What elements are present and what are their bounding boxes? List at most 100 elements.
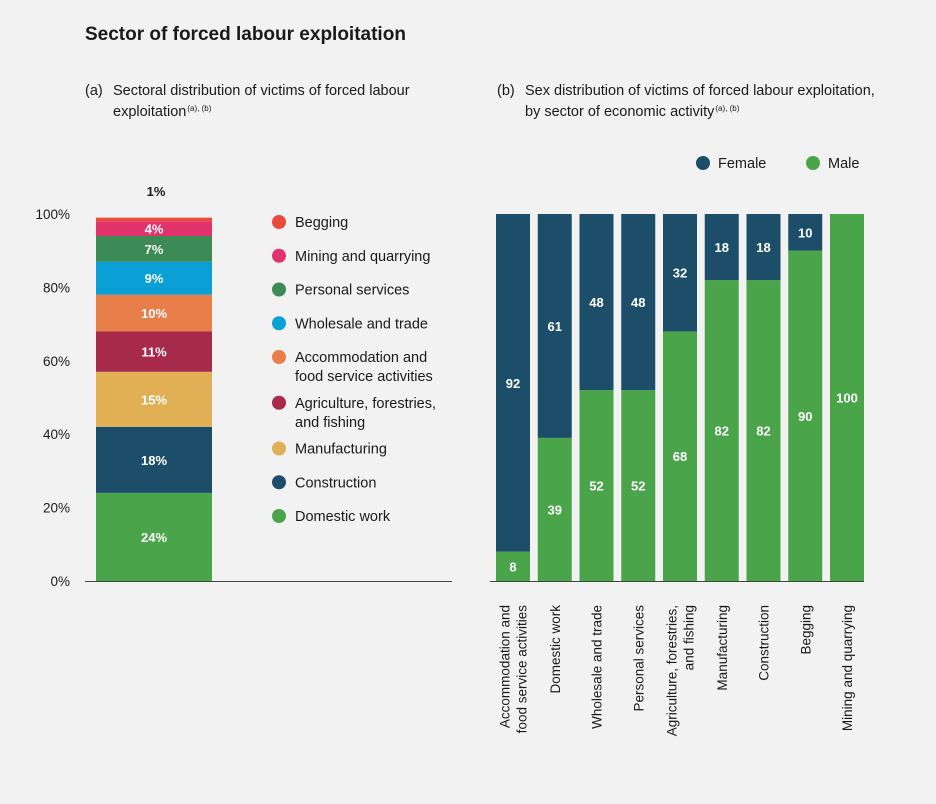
y-tick-label: 100% <box>35 207 70 222</box>
legend-label-female: Female <box>718 156 766 172</box>
y-tick-label: 60% <box>43 354 70 369</box>
bar-female-label: 18 <box>715 240 729 255</box>
legend-marker-female <box>696 156 710 170</box>
legend-marker-mining-and-quarrying <box>272 248 286 263</box>
legend-label: Mining and quarrying <box>295 249 430 265</box>
segment-label-manufacturing: 15% <box>141 392 167 407</box>
legend-label: Accommodation and <box>295 350 427 366</box>
segment-domestic-work <box>96 492 212 581</box>
bar-female-manufacturing <box>704 214 739 281</box>
panel-a-text: Sectoral distribution of victims of forc… <box>113 83 410 120</box>
y-tick-label: 40% <box>43 427 70 442</box>
x-category-label: food service activities <box>515 605 530 734</box>
x-category-label: Construction <box>757 605 772 681</box>
legend-label: Agriculture, forestries, <box>295 396 436 412</box>
bar-female-label: 92 <box>506 376 520 391</box>
x-category-label: Personal services <box>631 605 646 712</box>
segment-construction <box>96 426 212 493</box>
panel-b-label: (b) <box>497 83 515 99</box>
panel-b-subtitle: (b) Sex distribution of victims of force… <box>497 82 877 121</box>
segment-label-wholesale-and-trade: 9% <box>145 271 164 286</box>
y-tick-label: 0% <box>50 574 70 589</box>
bar-male-wholesale-and-trade <box>579 390 614 581</box>
bar-male-label: 39 <box>548 502 562 517</box>
bar-female-begging <box>788 214 823 251</box>
bar-female-accommodation-and-food-service-activities <box>496 214 530 552</box>
panel-a-footnote: (a), (b) <box>187 104 212 113</box>
x-category-label: and fishing <box>682 605 697 670</box>
bar-female-wholesale-and-trade <box>579 214 614 391</box>
panel-a-chart: 0% 20% 40% 60% 80% 100% 24% 18% 15% 11% 10% 9% 7% 4% 1… <box>35 184 452 589</box>
legend-label: Construction <box>295 475 376 491</box>
x-category-label: Domestic work <box>548 605 563 694</box>
segment-label-mining-and-quarrying: 4% <box>145 222 164 237</box>
x-category-label: Accommodation and <box>498 605 513 728</box>
x-category-label: Manufacturing <box>715 605 730 691</box>
bar-female-domestic-work <box>537 214 572 438</box>
segment-begging <box>96 217 212 222</box>
legend-label: and fishing <box>295 415 365 431</box>
segment-label-begging: 1% <box>147 184 166 199</box>
legend-label: Personal services <box>295 283 409 299</box>
segment-wholesale-and-trade <box>96 261 212 295</box>
bar-male-domestic-work <box>537 437 572 581</box>
segment-personal-services <box>96 236 212 262</box>
legend-label: Wholesale and trade <box>295 316 428 332</box>
bar-male-accommodation-and-food-service-activities <box>496 551 530 581</box>
panel-b-text: Sex distribution of victims of forced la… <box>525 83 875 120</box>
bar-female-agriculture-forestries-and-fishing <box>663 214 697 332</box>
legend-marker-construction <box>272 475 286 490</box>
legend-marker-wholesale-and-trade <box>272 316 286 331</box>
legend-label: Begging <box>295 215 348 231</box>
segment-agriculture-forestries-and-fishing <box>96 331 212 372</box>
x-category-label: Agriculture, forestries, <box>665 605 680 736</box>
x-category-label: Wholesale and trade <box>590 605 605 729</box>
bar-female-label: 48 <box>631 295 645 310</box>
legend-label: Domestic work <box>295 509 391 525</box>
segment-label-agriculture-forestries-and-fishing: 11% <box>141 345 167 360</box>
bar-male-label: 8 <box>509 559 516 574</box>
bar-female-label: 18 <box>756 240 770 255</box>
legend-marker-personal-services <box>272 282 286 297</box>
bar-female-label: 48 <box>589 295 603 310</box>
legend-marker-male <box>806 156 820 170</box>
legend-marker-agriculture-forestries <box>272 395 286 410</box>
y-tick-label: 80% <box>43 280 70 295</box>
legend-label: Manufacturing <box>295 442 387 458</box>
bar-male-manufacturing <box>704 280 739 581</box>
bar-male-construction <box>746 280 781 581</box>
x-category-label: Mining and quarrying <box>840 605 855 731</box>
panel-a-label: (a) <box>85 83 103 99</box>
segment-accommodation-and-food-service-activities <box>96 294 212 332</box>
bar-male-label: 52 <box>589 479 603 494</box>
bar-female-construction <box>746 214 781 281</box>
panel-b-footnote: (a), (b) <box>715 104 740 113</box>
legend-label-male: Male <box>828 156 859 172</box>
legend-marker-manufacturing <box>272 441 286 456</box>
segment-label-domestic-work: 24% <box>141 530 167 545</box>
bar-female-label: 61 <box>548 319 562 334</box>
bar-male-begging <box>788 250 823 581</box>
legend-marker-begging <box>272 215 286 229</box>
bar-male-agriculture-forestries-and-fishing <box>663 331 697 581</box>
legend-marker-accommodation-and <box>272 350 286 364</box>
legend-label: food service activities <box>295 369 433 385</box>
bar-male-label: 100 <box>836 391 858 406</box>
segment-label-accommodation-and-food-service-activities: 10% <box>141 306 167 321</box>
y-tick-label: 20% <box>43 501 70 516</box>
bar-female-label: 32 <box>673 266 687 281</box>
bar-male-label: 82 <box>715 424 729 439</box>
panel-a-subtitle: (a) Sectoral distribution of victims of … <box>85 82 465 121</box>
bar-male-label: 52 <box>631 479 645 494</box>
segment-label-construction: 18% <box>141 453 167 468</box>
bar-male-label: 90 <box>798 409 812 424</box>
bar-female-personal-services <box>621 214 656 391</box>
bar-male-label: 68 <box>673 449 687 464</box>
x-category-label: Begging <box>798 605 813 655</box>
segment-mining-and-quarrying <box>96 221 212 237</box>
segment-manufacturing <box>96 371 212 427</box>
bar-male-mining-and-quarrying <box>830 214 864 581</box>
segment-label-personal-services: 7% <box>145 242 164 257</box>
bar-male-personal-services <box>621 390 656 581</box>
